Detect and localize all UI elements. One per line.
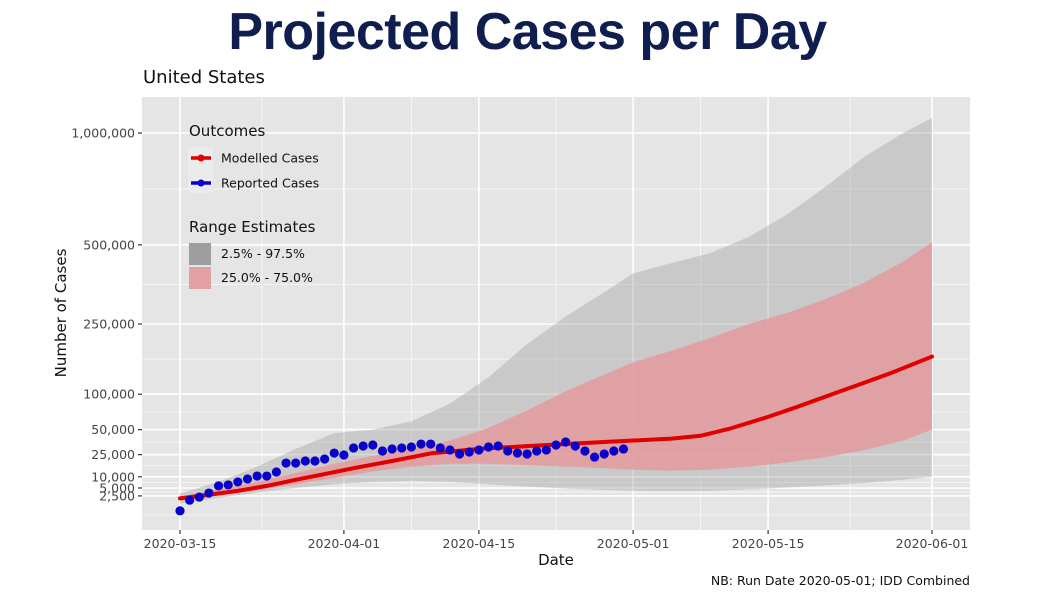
reported-case-point <box>358 441 368 451</box>
legend-reported-label: Reported Cases <box>221 176 319 191</box>
legend-reported-dot <box>197 179 205 187</box>
reported-case-point <box>561 437 571 447</box>
reported-case-point <box>454 449 465 459</box>
legend-outcomes-title: Outcomes <box>189 122 265 140</box>
legend-inner-range-swatch <box>189 267 211 289</box>
y-tick-label: 250,000 <box>83 317 135 332</box>
x-tick-label: 2020-03-15 <box>144 536 217 551</box>
y-tick-label: 100,000 <box>83 387 135 402</box>
legend-modelled-label: Modelled Cases <box>221 151 319 166</box>
x-tick-label: 2020-04-15 <box>443 536 516 551</box>
y-tick-label: 25,000 <box>91 447 135 462</box>
reported-case-point <box>271 467 282 477</box>
x-tick-label: 2020-06-01 <box>896 536 969 551</box>
reported-case-point <box>416 439 426 449</box>
reported-case-point <box>252 471 262 481</box>
reported-case-point <box>329 448 339 458</box>
legend-item-modelled: Modelled Cases <box>191 151 319 166</box>
reported-case-point <box>185 495 195 505</box>
reported-case-point <box>580 446 590 456</box>
reported-case-point <box>310 456 320 466</box>
reported-case-point <box>348 443 359 453</box>
reported-case-point <box>618 444 629 454</box>
legend-item-reported: Reported Cases <box>191 176 319 191</box>
reported-case-point <box>589 452 600 462</box>
reported-case-point <box>291 458 301 468</box>
reported-case-point <box>377 446 388 456</box>
reported-case-point <box>503 446 513 456</box>
x-tick-label: 2020-04-01 <box>308 536 381 551</box>
legend-item-outer-range: 2.5% - 97.5% <box>189 243 305 265</box>
chart-caption: NB: Run Date 2020-05-01; IDD Combined <box>710 573 970 588</box>
reported-case-point <box>387 444 397 454</box>
legend-ranges-title: Range Estimates <box>189 218 316 236</box>
reported-case-point <box>194 492 204 502</box>
reported-case-point <box>570 441 580 451</box>
reported-case-point <box>368 440 378 450</box>
reported-case-point <box>204 488 214 498</box>
reported-case-point <box>213 481 224 491</box>
legend-modelled-dot <box>197 154 205 162</box>
reported-case-point <box>474 445 484 455</box>
reported-case-point <box>320 454 330 464</box>
reported-case-point <box>464 447 474 457</box>
legend: Outcomes Modelled Cases Reported Cases R… <box>188 122 319 289</box>
reported-case-point <box>512 448 523 458</box>
reported-case-point <box>300 456 310 466</box>
reported-case-point <box>522 449 532 459</box>
range-bands <box>180 118 932 504</box>
reported-case-point <box>435 443 445 453</box>
reported-points <box>175 437 629 516</box>
x-axis-title: Date <box>538 551 574 569</box>
y-tick-label: 500,000 <box>83 237 135 252</box>
reported-case-point <box>281 458 291 468</box>
reported-case-point <box>426 439 436 449</box>
reported-case-point <box>493 441 503 451</box>
reported-case-point <box>223 480 233 490</box>
legend-inner-range-label: 25.0% - 75.0% <box>221 270 313 285</box>
y-tick-label: 2,500 <box>99 488 135 503</box>
reported-case-point <box>483 442 494 452</box>
reported-case-point <box>262 471 272 481</box>
reported-case-point <box>242 474 253 484</box>
modelled-lines <box>178 354 934 501</box>
x-tick-label: 2020-05-15 <box>732 536 805 551</box>
reported-case-point <box>445 445 455 455</box>
y-tick-label: 5,000 <box>99 480 135 495</box>
chart-subtitle: United States <box>143 67 265 88</box>
reported-case-point <box>599 449 609 459</box>
legend-item-inner-range: 25.0% - 75.0% <box>189 267 313 289</box>
legend-outer-range-swatch <box>189 243 211 265</box>
page-title: Projected Cases per Day <box>228 3 827 61</box>
y-tick-label: 10,000 <box>91 469 135 484</box>
reported-case-point <box>406 442 416 452</box>
reported-case-point <box>551 440 561 450</box>
reported-case-point <box>233 477 243 487</box>
legend-outer-range-label: 2.5% - 97.5% <box>221 246 305 261</box>
band-25-75 <box>180 242 932 501</box>
y-tick-label: 50,000 <box>91 422 135 437</box>
reported-case-point <box>532 446 542 456</box>
x-tick-label: 2020-05-01 <box>597 536 670 551</box>
reported-case-point <box>609 446 619 456</box>
y-tick-label: 1,000,000 <box>71 126 135 141</box>
y-axis-title: Number of Cases <box>52 248 70 377</box>
x-axis: 2020-03-15 2020-04-01 2020-04-15 2020-05-01… <box>144 530 969 551</box>
reported-case-point <box>541 445 551 455</box>
reported-case-point <box>339 450 349 460</box>
reported-case-point <box>175 506 185 516</box>
modelled-cases-line <box>178 354 934 501</box>
reported-case-point <box>397 443 407 453</box>
